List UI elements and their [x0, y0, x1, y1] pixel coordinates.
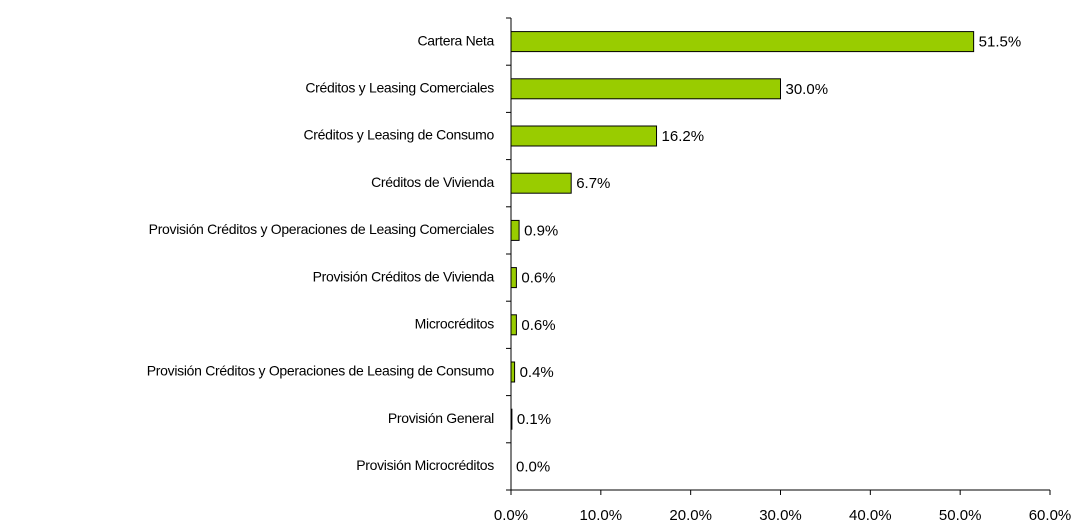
y-tick-label: Créditos de Vivienda: [371, 174, 494, 190]
value-label: 0.6%: [521, 270, 555, 287]
value-label: 0.9%: [524, 222, 558, 239]
y-tick-label: Provisión Créditos y Operaciones de Leas…: [149, 221, 495, 237]
value-label: 0.4%: [520, 364, 554, 381]
x-tick-label: 30.0%: [759, 507, 802, 524]
value-label: 51.5%: [979, 34, 1022, 51]
value-label: 0.0%: [516, 458, 550, 475]
y-tick-label: Provisión Créditos y Operaciones de Leas…: [147, 363, 495, 379]
value-label: 0.1%: [517, 411, 551, 428]
bar: [510, 219, 520, 241]
value-label: 6.7%: [576, 175, 610, 192]
value-label: 30.0%: [786, 81, 829, 98]
x-tick-label: 0.0%: [494, 507, 528, 524]
x-tick-label: 20.0%: [669, 507, 712, 524]
bar: [510, 314, 517, 336]
x-tick-label: 50.0%: [939, 507, 982, 524]
y-tick-label: Cartera Neta: [417, 32, 494, 48]
y-tick-label: Microcréditos: [415, 316, 495, 332]
value-label: 16.2%: [662, 128, 705, 145]
y-tick-label: Provisión General: [388, 410, 494, 426]
y-tick-label: Créditos y Leasing de Consumo: [303, 127, 494, 143]
y-tick-label: Créditos y Leasing Comerciales: [305, 80, 494, 96]
bar: [510, 267, 517, 289]
x-tick-label: 10.0%: [580, 507, 623, 524]
y-tick-label: Provisión Microcréditos: [356, 457, 494, 473]
y-tick-label: Provisión Créditos de Vivienda: [313, 268, 495, 284]
x-tick-label: 40.0%: [849, 507, 892, 524]
value-label: 0.6%: [521, 317, 555, 334]
bar: [510, 361, 516, 383]
bar: [510, 172, 572, 194]
x-tick-label: 60.0%: [1029, 507, 1072, 524]
bar: [510, 78, 781, 100]
bar: [510, 408, 513, 430]
bar: [510, 31, 975, 53]
bar: [510, 125, 658, 147]
